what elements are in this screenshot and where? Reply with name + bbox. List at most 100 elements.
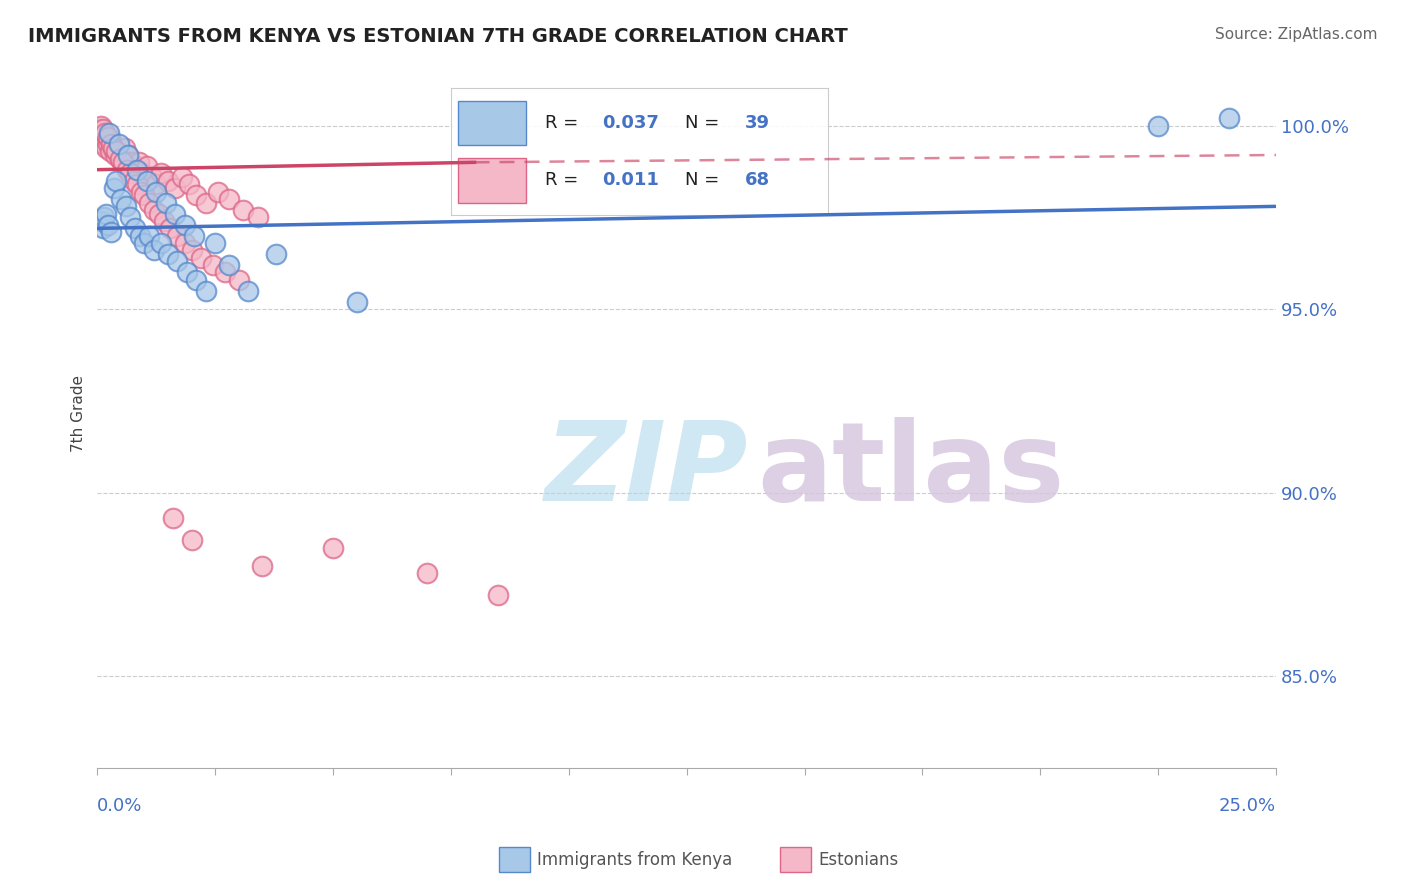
Point bbox=[90, 119, 112, 133]
Point bbox=[148, 207, 170, 221]
Point bbox=[131, 166, 153, 180]
Point bbox=[204, 235, 226, 250]
Point bbox=[115, 162, 138, 177]
Point bbox=[124, 162, 146, 177]
Point bbox=[117, 148, 139, 162]
Point bbox=[218, 258, 240, 272]
Point bbox=[172, 169, 194, 184]
Point bbox=[105, 145, 128, 159]
Point bbox=[94, 141, 117, 155]
Text: IMMIGRANTS FROM KENYA VS ESTONIAN 7TH GRADE CORRELATION CHART: IMMIGRANTS FROM KENYA VS ESTONIAN 7TH GR… bbox=[28, 27, 848, 45]
Point bbox=[135, 159, 157, 173]
Point bbox=[166, 254, 188, 268]
Point bbox=[228, 273, 250, 287]
Point bbox=[346, 294, 368, 309]
Point bbox=[166, 228, 188, 243]
Point bbox=[90, 214, 112, 228]
Point bbox=[91, 129, 114, 144]
Point bbox=[103, 141, 125, 155]
Point bbox=[93, 122, 115, 136]
Point bbox=[1147, 119, 1170, 133]
Point bbox=[141, 169, 163, 184]
Point bbox=[194, 284, 217, 298]
Point bbox=[190, 251, 212, 265]
Point bbox=[104, 148, 127, 162]
Text: 25.0%: 25.0% bbox=[1219, 797, 1277, 815]
Point bbox=[97, 136, 120, 151]
Point bbox=[153, 214, 176, 228]
Point bbox=[94, 207, 117, 221]
Point bbox=[110, 192, 132, 206]
Point bbox=[186, 188, 208, 202]
Point bbox=[173, 218, 195, 232]
Point bbox=[91, 221, 114, 235]
Point bbox=[100, 225, 122, 239]
Point bbox=[94, 126, 117, 140]
Point bbox=[127, 178, 149, 192]
Point bbox=[246, 211, 269, 225]
Point bbox=[93, 211, 115, 225]
Point bbox=[100, 133, 122, 147]
Point bbox=[201, 258, 224, 272]
Text: Estonians: Estonians bbox=[818, 851, 898, 869]
Point bbox=[122, 174, 145, 188]
Point bbox=[142, 202, 165, 217]
Point bbox=[157, 174, 180, 188]
Point bbox=[179, 178, 201, 192]
Point bbox=[138, 195, 160, 210]
Point bbox=[111, 155, 134, 169]
Y-axis label: 7th Grade: 7th Grade bbox=[72, 376, 86, 452]
Point bbox=[105, 145, 128, 159]
Point bbox=[91, 133, 114, 147]
Point bbox=[218, 192, 240, 206]
Point bbox=[134, 188, 156, 202]
Point bbox=[266, 247, 288, 261]
Point bbox=[150, 166, 173, 180]
Point bbox=[180, 533, 202, 548]
Point bbox=[128, 228, 150, 243]
Text: Source: ZipAtlas.com: Source: ZipAtlas.com bbox=[1215, 27, 1378, 42]
Point bbox=[114, 141, 136, 155]
Point bbox=[114, 199, 136, 213]
Point bbox=[183, 228, 205, 243]
Point bbox=[120, 211, 142, 225]
Point bbox=[128, 155, 150, 169]
Point bbox=[135, 174, 157, 188]
Point bbox=[180, 244, 202, 258]
Point bbox=[101, 141, 124, 155]
Point bbox=[100, 136, 122, 151]
Point bbox=[93, 136, 115, 151]
Point bbox=[194, 195, 217, 210]
Point bbox=[89, 122, 111, 136]
Point bbox=[186, 273, 208, 287]
Point bbox=[138, 228, 160, 243]
Point bbox=[416, 566, 439, 581]
Point bbox=[98, 145, 121, 159]
Point bbox=[238, 284, 260, 298]
Text: 0.0%: 0.0% bbox=[97, 797, 143, 815]
Point bbox=[107, 136, 129, 151]
Text: ZIP: ZIP bbox=[546, 417, 749, 524]
Point bbox=[97, 218, 120, 232]
Point bbox=[129, 185, 152, 199]
Point bbox=[214, 265, 236, 279]
Point bbox=[142, 244, 165, 258]
Point bbox=[112, 155, 135, 169]
Text: atlas: atlas bbox=[758, 417, 1064, 524]
Point bbox=[159, 221, 181, 235]
Point bbox=[486, 588, 509, 602]
Point bbox=[127, 162, 149, 177]
Point bbox=[162, 511, 184, 525]
Point bbox=[96, 129, 118, 144]
Point bbox=[1218, 112, 1240, 126]
Text: Immigrants from Kenya: Immigrants from Kenya bbox=[537, 851, 733, 869]
Point bbox=[120, 166, 142, 180]
Point bbox=[108, 152, 131, 166]
Point bbox=[322, 541, 344, 555]
Point bbox=[176, 265, 198, 279]
Point bbox=[134, 235, 156, 250]
Point bbox=[98, 126, 121, 140]
Point bbox=[173, 235, 195, 250]
Point bbox=[103, 181, 125, 195]
Point bbox=[124, 221, 146, 235]
